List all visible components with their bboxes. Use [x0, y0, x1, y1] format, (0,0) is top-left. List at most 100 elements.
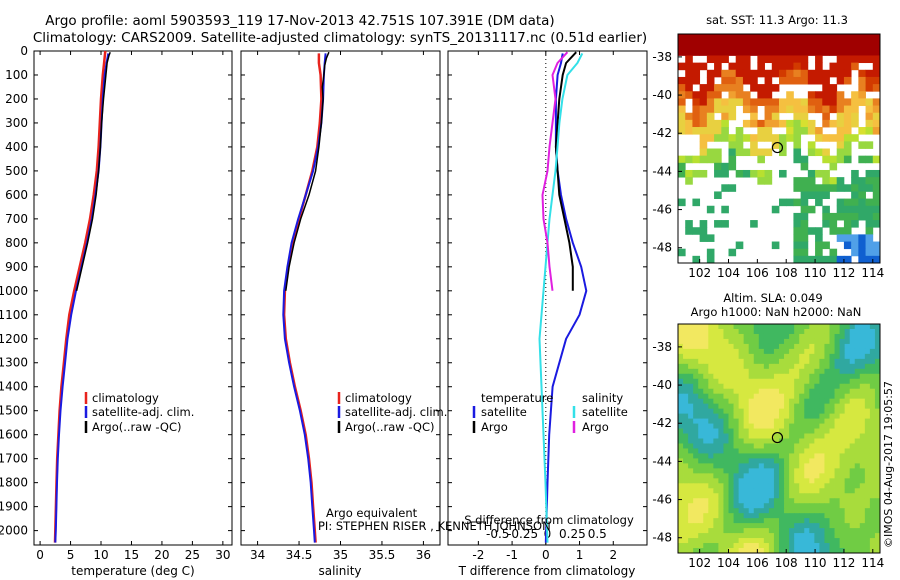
sla-cell	[743, 518, 750, 524]
sla-cell	[799, 493, 805, 499]
sla-cell	[758, 368, 765, 375]
sla-cell	[854, 428, 861, 434]
sla-cell	[688, 373, 694, 380]
sst-cell	[836, 255, 845, 264]
sst-cell	[750, 220, 758, 228]
sla-cell	[864, 423, 871, 429]
sla-cell	[728, 338, 734, 345]
sla-cell	[703, 513, 709, 519]
sla-cell	[698, 358, 704, 365]
sla-cell	[869, 508, 876, 514]
sst-cell	[851, 212, 859, 221]
sla-cell	[794, 433, 800, 439]
sla-cell	[728, 403, 734, 410]
sla-cell	[784, 328, 790, 335]
sla-cell	[799, 513, 805, 519]
sla-cell	[839, 533, 846, 539]
sst-cell	[822, 112, 830, 121]
sla-cell	[768, 393, 775, 400]
sla-cell	[708, 403, 714, 410]
sst-cell	[728, 105, 737, 114]
sla-cell	[794, 358, 800, 365]
sla-cell	[804, 483, 810, 489]
sla-cell	[723, 458, 729, 464]
sla-cell	[849, 403, 856, 410]
sla-cell	[824, 548, 830, 554]
sla-cell	[773, 348, 780, 355]
sst-cell	[872, 41, 881, 49]
sla-cell	[693, 488, 699, 494]
sla-cell	[854, 493, 861, 499]
sla-cell	[693, 448, 699, 454]
sla-cell	[758, 358, 765, 365]
sla-cell	[748, 378, 755, 385]
sla-cell	[794, 473, 800, 479]
sla-cell	[829, 533, 835, 539]
sla-cell	[814, 338, 820, 345]
sla-cell	[733, 358, 739, 365]
sla-cell	[743, 333, 750, 340]
sla-cell	[864, 408, 871, 415]
sla-cell	[718, 343, 724, 350]
sla-cell	[864, 398, 871, 405]
sst-cell	[793, 155, 802, 164]
sla-cell	[819, 513, 825, 519]
sla-cell	[703, 468, 709, 474]
sla-cell	[804, 403, 810, 410]
sst-cell	[714, 220, 722, 228]
sla-cell	[688, 338, 694, 345]
sla-cell	[683, 383, 689, 390]
sla-cell	[678, 498, 684, 504]
sla-cell	[743, 398, 750, 405]
sla-cell	[693, 348, 699, 355]
sst-cell	[786, 48, 794, 56]
sst-cell	[735, 169, 744, 178]
sst-cell	[822, 134, 830, 142]
sst-cell	[793, 248, 802, 257]
sla-cell	[804, 508, 810, 514]
sla-cell	[748, 523, 755, 529]
sla-cell	[874, 338, 881, 345]
sla-cell	[789, 418, 795, 424]
map-x-tick-label: 112	[832, 556, 855, 570]
sla-cell	[834, 338, 840, 345]
sla-cell	[728, 518, 734, 524]
sla-cell	[743, 388, 750, 395]
sla-cell	[758, 478, 765, 484]
sla-cell	[804, 343, 810, 350]
sla-cell	[688, 428, 694, 434]
sla-cell	[678, 478, 684, 484]
sla-cell	[703, 443, 709, 449]
sla-cell	[683, 423, 689, 429]
sla-cell	[763, 468, 770, 474]
sla-cell	[723, 463, 729, 469]
sla-cell	[814, 548, 820, 554]
sla-cell	[874, 343, 881, 350]
sst-cell	[858, 241, 866, 250]
map-y-tick-label: -46	[652, 203, 672, 217]
sla-cell	[768, 328, 775, 335]
sla-cell	[698, 428, 704, 434]
sla-cell	[829, 363, 835, 370]
sst-cell	[721, 76, 729, 85]
sst-cell	[678, 84, 686, 92]
sla-cell	[738, 453, 745, 459]
sst-cell	[793, 127, 802, 135]
sla-cell	[839, 348, 846, 355]
sla-cell	[784, 368, 790, 375]
sla-cell	[849, 373, 856, 380]
sst-cell	[793, 241, 802, 250]
sla-cell	[718, 388, 724, 395]
sst-cell	[843, 241, 852, 250]
sla-cell	[773, 473, 780, 479]
sla-cell	[859, 368, 866, 375]
sla-cell	[748, 403, 755, 410]
sla-cell	[738, 423, 745, 429]
sla-cell	[708, 503, 714, 509]
sst-cell	[757, 34, 765, 42]
sla-cell	[824, 538, 830, 544]
sla-cell	[869, 438, 876, 444]
sla-cell	[829, 438, 835, 444]
sla-cell	[859, 398, 866, 405]
sla-cell	[804, 498, 810, 504]
